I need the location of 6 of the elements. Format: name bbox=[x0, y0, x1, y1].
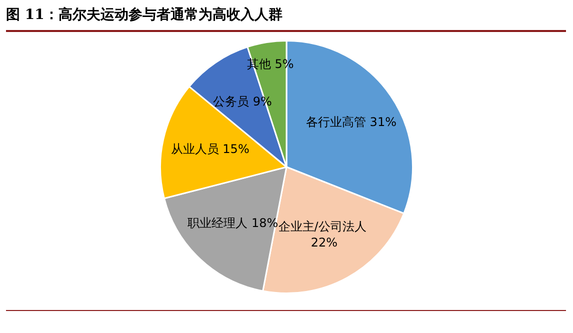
slice-label: 企业主/公司法人 bbox=[278, 220, 370, 234]
slice-label: 各行业高管 31% bbox=[306, 115, 396, 130]
data-label: 22% bbox=[310, 236, 338, 250]
chart-title: 图 11：高尔夫运动参与者通常为高收入人群 bbox=[6, 6, 566, 32]
slice-label: 从业人员 15% bbox=[170, 142, 250, 156]
slice-label: 职业经理人 18% bbox=[188, 216, 278, 230]
